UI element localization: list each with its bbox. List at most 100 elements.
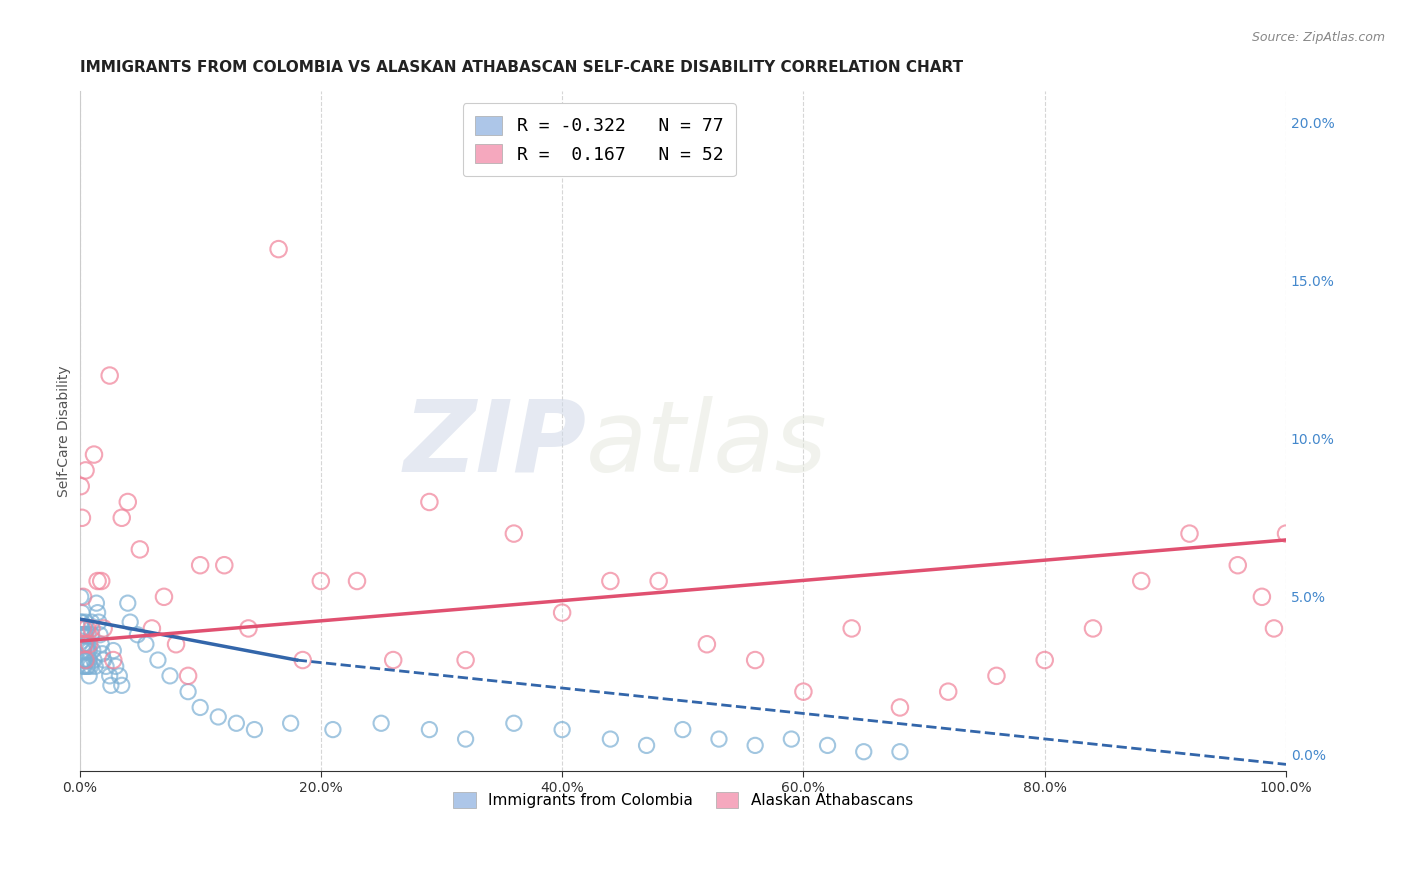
Point <box>75 615 97 629</box>
Text: atlas: atlas <box>586 396 828 493</box>
Point <box>72 628 94 642</box>
Point <box>73 628 96 642</box>
Point <box>77 669 100 683</box>
Point <box>322 723 344 737</box>
Point <box>1033 653 1056 667</box>
Point <box>90 637 112 651</box>
Point <box>696 637 718 651</box>
Point <box>75 628 97 642</box>
Point <box>291 653 314 667</box>
Point <box>243 723 266 737</box>
Point <box>91 647 114 661</box>
Point <box>84 659 107 673</box>
Point <box>76 622 98 636</box>
Point <box>72 643 94 657</box>
Point <box>77 628 100 642</box>
Point <box>841 622 863 636</box>
Point <box>80 622 103 636</box>
Point <box>502 716 524 731</box>
Point <box>80 615 103 629</box>
Point <box>77 653 100 667</box>
Point <box>382 653 405 667</box>
Text: ZIP: ZIP <box>404 396 586 493</box>
Point <box>98 669 121 683</box>
Point <box>93 622 115 636</box>
Point <box>79 659 101 673</box>
Point <box>454 732 477 747</box>
Point <box>86 606 108 620</box>
Point <box>346 574 368 588</box>
Point <box>90 574 112 588</box>
Point <box>100 678 122 692</box>
Point <box>72 637 94 651</box>
Point <box>72 653 94 667</box>
Point <box>280 716 302 731</box>
Point <box>1226 558 1249 573</box>
Point <box>889 745 911 759</box>
Point <box>72 622 94 636</box>
Point <box>636 739 658 753</box>
Point <box>76 653 98 667</box>
Point <box>75 463 97 477</box>
Point <box>146 653 169 667</box>
Point <box>1275 526 1298 541</box>
Point <box>69 590 91 604</box>
Point <box>73 637 96 651</box>
Point <box>744 739 766 753</box>
Point <box>103 643 125 657</box>
Point <box>89 628 111 642</box>
Point <box>77 643 100 657</box>
Point <box>83 448 105 462</box>
Point <box>817 739 839 753</box>
Legend: Immigrants from Colombia, Alaskan Athabascans: Immigrants from Colombia, Alaskan Athaba… <box>447 786 920 814</box>
Point <box>214 558 236 573</box>
Point <box>93 653 115 667</box>
Point <box>86 596 108 610</box>
Point <box>128 542 150 557</box>
Point <box>207 710 229 724</box>
Point <box>153 590 176 604</box>
Point <box>672 723 695 737</box>
Point <box>889 700 911 714</box>
Point <box>70 606 93 620</box>
Point <box>72 659 94 673</box>
Point <box>780 732 803 747</box>
Text: Source: ZipAtlas.com: Source: ZipAtlas.com <box>1251 31 1385 45</box>
Point <box>141 622 163 636</box>
Point <box>309 574 332 588</box>
Point <box>127 628 149 642</box>
Point <box>69 615 91 629</box>
Point <box>69 628 91 642</box>
Point <box>599 574 621 588</box>
Point <box>70 615 93 629</box>
Point <box>111 510 134 524</box>
Point <box>75 653 97 667</box>
Point <box>73 653 96 667</box>
Point <box>551 723 574 737</box>
Point <box>75 637 97 651</box>
Point <box>87 615 110 629</box>
Point <box>117 495 139 509</box>
Point <box>77 637 100 651</box>
Point <box>707 732 730 747</box>
Point <box>135 637 157 651</box>
Point <box>1130 574 1153 588</box>
Point <box>86 574 108 588</box>
Point <box>599 732 621 747</box>
Point <box>70 510 93 524</box>
Point <box>94 659 117 673</box>
Point <box>70 634 93 648</box>
Point <box>75 653 97 667</box>
Point <box>852 745 875 759</box>
Point <box>70 628 93 642</box>
Point <box>77 659 100 673</box>
Point <box>165 637 187 651</box>
Y-axis label: Self-Care Disability: Self-Care Disability <box>58 365 72 497</box>
Point <box>108 669 131 683</box>
Point <box>98 368 121 383</box>
Point <box>744 653 766 667</box>
Text: IMMIGRANTS FROM COLOMBIA VS ALASKAN ATHABASCAN SELF-CARE DISABILITY CORRELATION : IMMIGRANTS FROM COLOMBIA VS ALASKAN ATHA… <box>80 60 963 75</box>
Point <box>104 659 127 673</box>
Point <box>502 526 524 541</box>
Point <box>111 678 134 692</box>
